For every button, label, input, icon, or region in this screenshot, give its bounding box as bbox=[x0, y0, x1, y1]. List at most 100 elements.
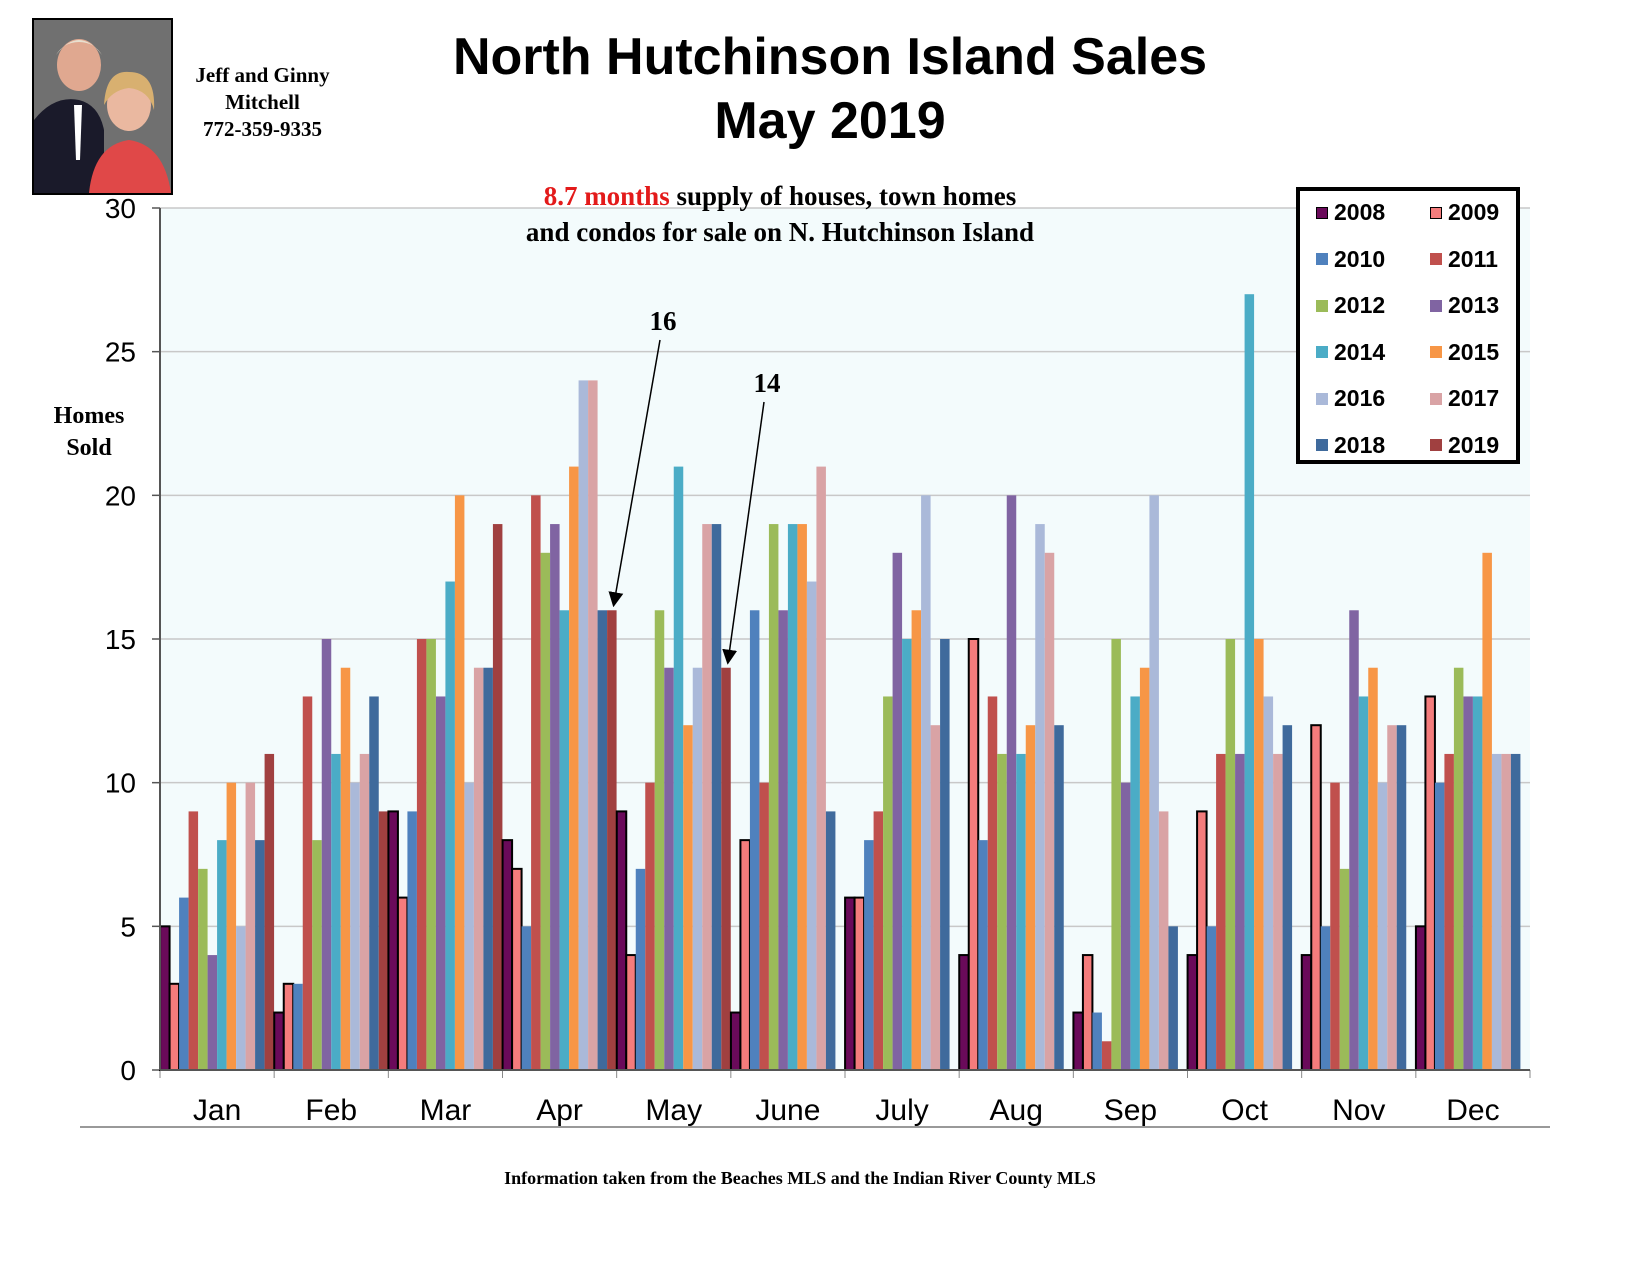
bar-2010-mar bbox=[407, 811, 417, 1070]
bar-2018-july bbox=[940, 639, 950, 1070]
bar-2018-feb bbox=[369, 696, 379, 1070]
bar-2010-july bbox=[864, 840, 874, 1070]
bar-2019-feb bbox=[378, 811, 389, 1070]
y-axis-label: Homes Sold bbox=[30, 400, 148, 464]
legend-label: 2019 bbox=[1448, 431, 1500, 458]
bar-2015-jan bbox=[226, 782, 237, 1070]
bar-2015-may bbox=[683, 725, 693, 1070]
legend-label: 2010 bbox=[1334, 245, 1386, 272]
bar-2009-jan bbox=[168, 982, 181, 1071]
bar-2011-feb bbox=[302, 696, 313, 1070]
legend: 2008 2009 2010 2011 2012 2013 2014 2015 2016 2017… bbox=[1296, 187, 1520, 464]
bar-2017-oct bbox=[1273, 753, 1283, 1070]
bar-2017-nov bbox=[1387, 725, 1397, 1070]
legend-swatch bbox=[1316, 206, 1328, 219]
y-axis-label-line1: Homes bbox=[53, 403, 125, 429]
bar-2008-june bbox=[729, 1011, 742, 1071]
agent-contact: Jeff and Ginny Mitchell 772-359-9335 bbox=[180, 62, 345, 143]
bar-2015-apr bbox=[569, 466, 579, 1071]
title-line-1: North Hutchinson Island Sales bbox=[452, 28, 1208, 86]
legend-item-2012: 2012 bbox=[1316, 292, 1385, 319]
annotation-label: 16 bbox=[650, 306, 677, 336]
x-tick-label: Feb bbox=[305, 1094, 357, 1127]
bar-2016-jan bbox=[236, 926, 246, 1070]
bar-2017-feb bbox=[359, 753, 370, 1070]
bar-2015-oct bbox=[1254, 639, 1264, 1070]
bar-2014-apr bbox=[559, 610, 570, 1070]
bar-2012-aug bbox=[997, 753, 1007, 1070]
bar-2013-may bbox=[664, 667, 674, 1070]
bar-2010-may bbox=[635, 868, 646, 1070]
bar-2010-dec bbox=[1434, 782, 1445, 1070]
bar-2016-june bbox=[806, 581, 817, 1070]
bar-2015-july bbox=[911, 610, 922, 1070]
bar-2013-oct bbox=[1235, 753, 1245, 1070]
bar-2018-sep bbox=[1168, 926, 1178, 1070]
bar-2009-july bbox=[853, 896, 866, 1071]
x-tick-label: Jan bbox=[193, 1094, 241, 1127]
legend-label: 2016 bbox=[1334, 385, 1386, 411]
bar-2018-aug bbox=[1054, 725, 1064, 1070]
bar-2013-jan bbox=[207, 955, 218, 1070]
legend-label: 2008 bbox=[1334, 199, 1386, 225]
bar-2011-mar bbox=[416, 639, 427, 1070]
x-tick-label: June bbox=[755, 1094, 820, 1127]
bar-2013-dec bbox=[1463, 696, 1473, 1070]
bar-2014-nov bbox=[1358, 696, 1369, 1070]
bar-2010-aug bbox=[978, 840, 988, 1070]
bar-2008-oct bbox=[1186, 954, 1199, 1071]
bar-2009-mar bbox=[396, 896, 409, 1071]
y-tick-label: 5 bbox=[120, 911, 136, 942]
bar-2012-feb bbox=[312, 840, 322, 1070]
bar-2018-apr bbox=[597, 610, 608, 1070]
bar-2013-mar bbox=[435, 696, 446, 1070]
bar-2016-feb bbox=[350, 782, 360, 1070]
y-tick-label: 20 bbox=[105, 480, 136, 511]
bar-2012-mar bbox=[426, 639, 436, 1070]
bar-2009-sep bbox=[1081, 954, 1094, 1071]
legend-swatch bbox=[1430, 299, 1442, 312]
bar-2012-may bbox=[654, 610, 665, 1070]
bar-2008-july bbox=[844, 896, 856, 1071]
x-tick-label: Aug bbox=[990, 1094, 1043, 1127]
bar-2014-aug bbox=[1016, 753, 1026, 1070]
legend-swatch bbox=[1316, 299, 1328, 312]
bar-2018-may bbox=[711, 524, 722, 1070]
bar-2014-oct bbox=[1244, 294, 1255, 1070]
bar-2011-june bbox=[759, 782, 769, 1070]
bar-2012-apr bbox=[540, 552, 551, 1070]
chart-title: North Hutchinson Island Sales May 2019 bbox=[380, 25, 1280, 153]
legend-label: 2017 bbox=[1448, 385, 1500, 411]
bar-2015-feb bbox=[340, 667, 351, 1070]
bar-2011-july bbox=[873, 811, 884, 1070]
legend-item-2009: 2009 bbox=[1430, 199, 1499, 226]
bar-2019-jan bbox=[264, 753, 275, 1070]
bar-2008-may bbox=[615, 810, 628, 1072]
bar-2009-apr bbox=[511, 867, 523, 1071]
bar-2008-feb bbox=[273, 1011, 285, 1071]
legend-label: 2013 bbox=[1448, 292, 1500, 318]
bar-2013-nov bbox=[1349, 610, 1359, 1070]
legend-swatch bbox=[1316, 346, 1328, 358]
legend-item-2019: 2019 bbox=[1430, 432, 1499, 459]
x-tick-label: Dec bbox=[1446, 1094, 1499, 1127]
supply-note: 8.7 months supply of houses, town homes … bbox=[430, 178, 1130, 250]
bar-2018-mar bbox=[483, 667, 493, 1070]
bar-2016-apr bbox=[578, 380, 589, 1070]
bar-2016-dec bbox=[1491, 753, 1502, 1070]
bar-2010-oct bbox=[1206, 926, 1217, 1070]
bar-2012-nov bbox=[1339, 868, 1350, 1070]
y-tick-label: 15 bbox=[105, 624, 136, 655]
bar-2008-dec bbox=[1414, 925, 1427, 1071]
bar-2017-june bbox=[816, 466, 826, 1071]
supply-months: 8.7 months bbox=[543, 181, 670, 211]
bar-2016-may bbox=[692, 667, 703, 1070]
legend-item-2010: 2010 bbox=[1316, 246, 1385, 273]
bar-2018-jan bbox=[255, 840, 265, 1070]
x-tick-label: Apr bbox=[536, 1094, 583, 1127]
bar-2017-aug bbox=[1044, 552, 1055, 1070]
bar-2013-july bbox=[892, 552, 903, 1070]
bar-2015-nov bbox=[1368, 667, 1378, 1070]
bar-2013-june bbox=[778, 610, 788, 1070]
legend-swatch bbox=[1430, 253, 1442, 265]
